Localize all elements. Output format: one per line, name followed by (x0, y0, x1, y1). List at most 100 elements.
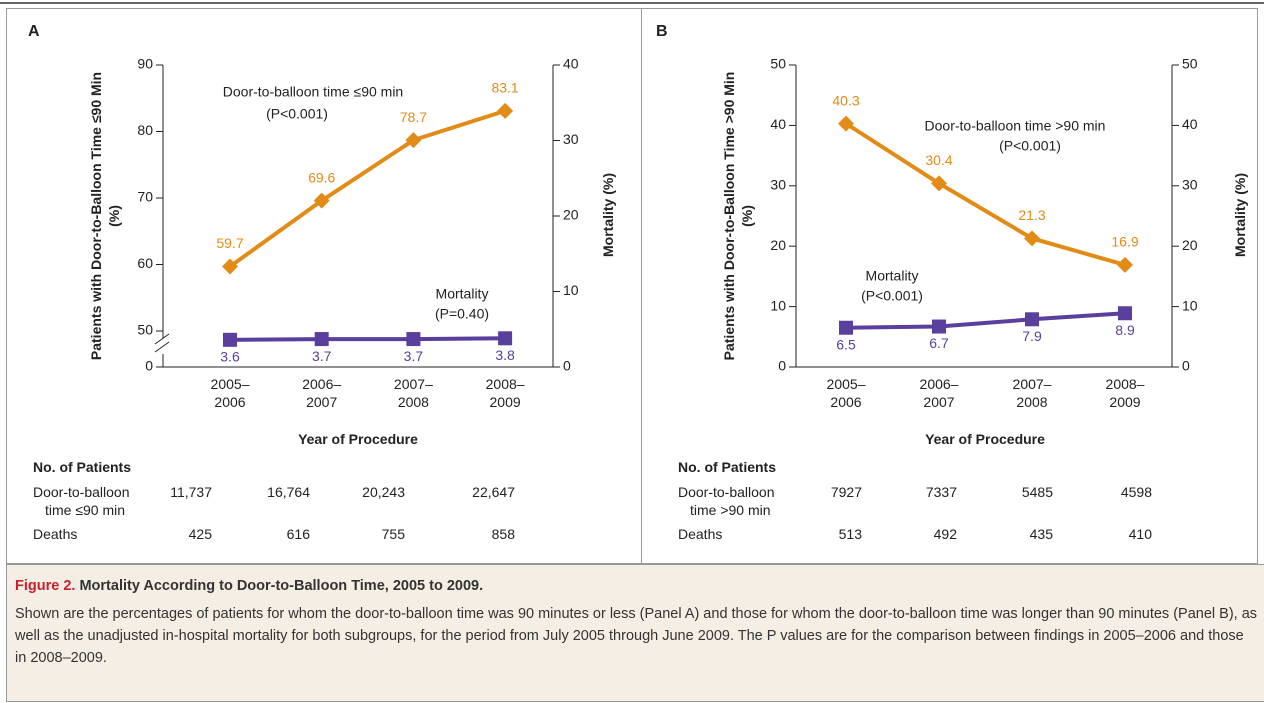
row-label: Door-to-balloon time >90 min (678, 484, 775, 518)
table-cell: 20,243 (362, 484, 405, 500)
marker (498, 331, 513, 346)
marker (406, 332, 421, 347)
series-name: Mortality (436, 286, 489, 302)
y-tick-label: 0 (778, 358, 786, 374)
y2-axis-title: Mortality (%) (600, 173, 616, 257)
series-note: (P<0.001) (266, 106, 328, 122)
y2-tick-label: 20 (1182, 237, 1198, 253)
data-label: 16.9 (1111, 234, 1138, 250)
marker (497, 102, 514, 119)
marker (838, 115, 854, 132)
marker (222, 258, 238, 275)
axis-break (154, 341, 170, 353)
data-label: 6.7 (929, 335, 949, 351)
y-tick-label: 70 (137, 189, 153, 205)
series-note: (P=0.40) (435, 306, 489, 322)
table-cell: 7927 (830, 484, 862, 500)
table-cell: 7337 (925, 484, 957, 500)
table-title: No. of Patients (678, 459, 777, 475)
panel-letter: A (28, 23, 40, 40)
y-axis-title: Patients with Door-to-Balloon Time ≤90 M… (88, 71, 122, 361)
marker (223, 332, 237, 347)
table-cell: 425 (188, 526, 212, 542)
series-note: (P<0.001) (861, 288, 923, 304)
y2-tick-label: 40 (563, 56, 579, 72)
x-tick-label: 2007–2008 (393, 376, 433, 410)
marker (1117, 256, 1133, 273)
x-tick-label: 2006–2007 (302, 376, 342, 410)
series-name: Door-to-balloon time ≤90 min (223, 84, 403, 100)
x-tick-label: 2006–2007 (919, 376, 959, 410)
table-cell: 5485 (1021, 484, 1053, 500)
table-cell: 492 (933, 526, 957, 542)
y2-axis-title: Mortality (%) (1232, 173, 1248, 257)
series-name: Mortality (866, 268, 919, 284)
marker (839, 320, 853, 335)
y-tick-label: 40 (770, 116, 786, 132)
data-label: 30.4 (925, 152, 952, 168)
y2-tick-label: 50 (1182, 56, 1198, 72)
y-tick-label: 50 (770, 56, 786, 72)
y2-tick-label: 20 (563, 207, 579, 223)
y2-tick-label: 10 (1182, 297, 1198, 313)
y-tick-label: 90 (137, 56, 153, 72)
series-line (844, 121, 1126, 267)
x-tick-label: 2005–2006 (210, 376, 250, 410)
y-axis-title: Patients with Door-to-Balloon Time >90 M… (721, 71, 755, 361)
marker (314, 332, 329, 347)
y2-tick-label: 0 (1182, 358, 1190, 374)
series-line (229, 336, 506, 342)
data-label: 8.9 (1115, 322, 1135, 338)
marker (1118, 306, 1132, 321)
caption: Figure 2. Mortality According to Door-to… (6, 564, 1264, 702)
data-label: 40.3 (832, 92, 859, 108)
table-cell: 513 (838, 526, 862, 542)
axis-break (154, 333, 170, 345)
data-label: 3.7 (312, 348, 332, 364)
y2-tick-label: 10 (563, 282, 579, 298)
data-label: 69.6 (308, 169, 335, 185)
data-label: 59.7 (216, 235, 243, 251)
table-cell: 755 (381, 526, 405, 542)
table-cell: 616 (286, 526, 310, 542)
marker (932, 319, 946, 334)
y-tick-label: 20 (770, 237, 786, 253)
data-label: 3.7 (404, 348, 424, 364)
marker (405, 132, 422, 149)
marker (931, 175, 947, 192)
x-axis-title: Year of Procedure (298, 431, 418, 447)
data-label: 3.6 (220, 349, 240, 365)
panel-frame (6, 8, 1258, 564)
series-note: (P<0.001) (999, 138, 1061, 154)
x-tick-label: 2008–2009 (485, 376, 525, 410)
series-name: Door-to-balloon time >90 min (925, 118, 1106, 134)
data-label: 78.7 (400, 109, 427, 125)
x-tick-label: 2007–2008 (1012, 376, 1052, 410)
y-tick-label: 10 (770, 297, 786, 313)
y-tick-label: 80 (137, 122, 153, 138)
series-line (845, 311, 1126, 330)
marker (1025, 312, 1039, 327)
data-label: 3.8 (495, 347, 515, 363)
table-cell: 22,647 (472, 484, 515, 500)
x-tick-label: 2008–2009 (1105, 376, 1145, 410)
data-label: 7.9 (1022, 328, 1042, 344)
table-cell: 16,764 (267, 484, 310, 500)
caption-text: Shown are the percentages of patients fo… (15, 606, 1258, 666)
panel-letter: B (656, 23, 668, 40)
x-tick-label: 2005–2006 (826, 376, 866, 410)
data-label: 21.3 (1018, 207, 1045, 223)
table-cell: 858 (491, 526, 515, 542)
y2-tick-label: 40 (1182, 116, 1198, 132)
caption-label: Figure 2. (15, 578, 76, 594)
x-axis-title: Year of Procedure (925, 431, 1045, 447)
marker (313, 192, 330, 209)
row-label: Deaths (678, 526, 723, 542)
y-tick-label: 60 (137, 255, 153, 271)
row-label: Deaths (33, 526, 78, 542)
series-line (228, 108, 506, 269)
table-cell: 4598 (1120, 484, 1152, 500)
table-title: No. of Patients (33, 459, 132, 475)
